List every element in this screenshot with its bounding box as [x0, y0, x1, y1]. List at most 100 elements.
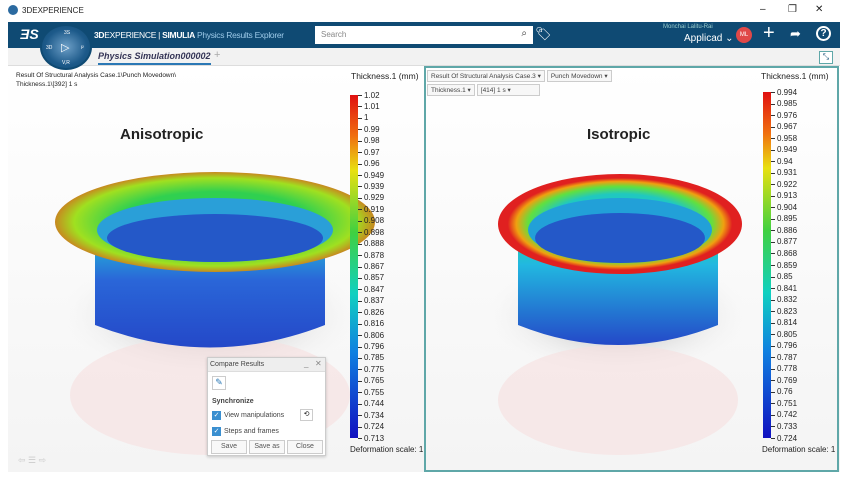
share-icon[interactable]: ➦: [790, 26, 801, 41]
legend-tick: [771, 184, 775, 186]
legend-label: 0.787: [777, 352, 798, 362]
save-as-button[interactable]: Save as: [249, 440, 285, 454]
legend-label: 0.814: [777, 318, 798, 328]
legend-tick: [771, 103, 775, 105]
legend-label: 0.847: [364, 284, 385, 294]
legend-tick: [771, 149, 775, 151]
legend-label: 0.724: [777, 433, 798, 443]
close-dialog-icon[interactable]: ✕: [315, 359, 322, 368]
legend-tick: [358, 220, 362, 222]
close-button[interactable]: Close: [287, 440, 323, 454]
legend-tick: [771, 345, 775, 347]
step-dropdown[interactable]: Punch Movedown ▾: [546, 70, 612, 82]
legend-tick: [358, 117, 362, 119]
legend-label: 0.796: [364, 342, 385, 352]
avatar[interactable]: ML: [736, 27, 752, 43]
right-pane[interactable]: [424, 66, 839, 472]
user-name: Monchai Lalitu-Rai: [663, 24, 713, 30]
legend-tick: [358, 426, 362, 428]
legend-tick: [771, 299, 775, 301]
compass-bottom: V,R: [62, 60, 70, 66]
legend-tick: [771, 207, 775, 209]
right-legend: 0.994 0.985 0.976 0.967 0.958 0.949 0.94 0.931 0…: [763, 88, 833, 443]
frame-dropdown[interactable]: [414] 1 s ▾: [476, 84, 540, 96]
play-icon[interactable]: ▷: [61, 42, 70, 54]
legend-tick: [358, 106, 362, 108]
window-title: 3DEXPERIENCE: [22, 6, 84, 15]
legend-tick: [358, 163, 362, 165]
legend-label: 0.832: [777, 295, 798, 305]
legend-tick: [358, 255, 362, 257]
legend-label: 0.806: [364, 330, 385, 340]
dialog-title: Compare Results: [210, 361, 265, 368]
legend-tick: [358, 197, 362, 199]
search-input[interactable]: Search ⌕: [315, 26, 533, 44]
legend-label: 0.837: [364, 296, 385, 306]
sync-reset-icon[interactable]: ⟲: [300, 409, 313, 421]
legend-label: 0.888: [364, 239, 385, 249]
legend-label: 0.778: [777, 364, 798, 374]
legend-tick: [771, 126, 775, 128]
add-icon[interactable]: +: [763, 22, 775, 44]
legend-label: 0.742: [777, 410, 798, 420]
brand-title: 3DEXPERIENCE | SIMULIA Physics Results E…: [94, 30, 284, 40]
legend-label: 0.939: [364, 181, 385, 191]
minimize-button[interactable]: –: [760, 4, 766, 15]
tag-icon[interactable]: 🏷: [535, 26, 552, 41]
view-manipulations-checkbox[interactable]: ✓: [212, 411, 221, 420]
legend-tick: [358, 369, 362, 371]
legend-tick: [358, 323, 362, 325]
legend-label: 0.96: [364, 159, 380, 169]
legend-label: 0.785: [364, 353, 385, 363]
cup-bottom-inner: [535, 213, 705, 263]
legend-label: 0.919: [364, 204, 385, 214]
view-manipulations-label: View manipulations: [224, 412, 285, 419]
add-tab-button[interactable]: +: [214, 49, 221, 61]
legend-label: 0.904: [777, 202, 798, 212]
nav-arrows-icon[interactable]: ⇦ ☰ ⇨: [18, 455, 47, 465]
legend-tick: [771, 334, 775, 336]
legend-label: 0.97: [364, 147, 380, 157]
legend-tick: [358, 140, 362, 142]
legend-tick: [358, 346, 362, 348]
legend-tick: [771, 265, 775, 266]
close-window-button[interactable]: ✕: [815, 4, 824, 15]
legend-label: 0.755: [364, 387, 385, 397]
reflection: [498, 345, 738, 455]
right-deformation-scale: Deformation scale: 1: [762, 445, 836, 454]
compass-widget[interactable]: 3S 3D ▷ i² V,R: [40, 24, 92, 70]
legend-tick: [358, 403, 362, 405]
edit-pencil-icon[interactable]: ✎: [212, 376, 226, 390]
compass-right: i²: [81, 45, 84, 51]
legend-label: 0.895: [777, 214, 798, 224]
legend-tick: [358, 380, 362, 382]
result-dropdown[interactable]: Thickness.1 ▾: [427, 84, 475, 96]
steps-frames-checkbox[interactable]: ✓: [212, 427, 221, 436]
tab-physics-simulation[interactable]: Physics Simulation000002: [98, 51, 211, 65]
tenant-dropdown[interactable]: Applicad ⌄: [684, 33, 734, 44]
isotropic-cup-model[interactable]: [426, 150, 746, 468]
search-icon[interactable]: ⌕: [521, 28, 527, 39]
minimize-dialog-button[interactable]: _: [304, 359, 309, 368]
legend-label: 0.775: [364, 364, 385, 374]
help-icon[interactable]: ?: [816, 26, 831, 41]
maximize-button[interactable]: ❐: [788, 4, 797, 15]
ds-logo-icon[interactable]: ƎS: [20, 26, 39, 42]
legend-tick: [771, 438, 775, 439]
compass-top: 3S: [64, 30, 71, 36]
legend-label: 0.985: [777, 99, 798, 109]
legend-label: 0.967: [777, 122, 798, 132]
legend-label: 0.724: [364, 422, 385, 432]
right-model-label: Isotropic: [587, 126, 651, 143]
legend-tick: [358, 175, 362, 177]
legend-label: 0.733: [777, 421, 798, 431]
legend-label: 0.958: [777, 133, 798, 143]
tab-bar: Physics Simulation000002 + ⤡: [8, 48, 840, 66]
save-button[interactable]: Save: [211, 440, 247, 454]
legend-label: 1: [364, 113, 369, 123]
case-dropdown[interactable]: Result Of Structural Analysis Case.3 ▾: [427, 70, 545, 82]
legend-tick: [771, 161, 775, 163]
collapse-icon[interactable]: ⤡: [819, 51, 833, 64]
legend-label: 0.922: [777, 179, 798, 189]
legend-label: 0.744: [364, 399, 385, 409]
